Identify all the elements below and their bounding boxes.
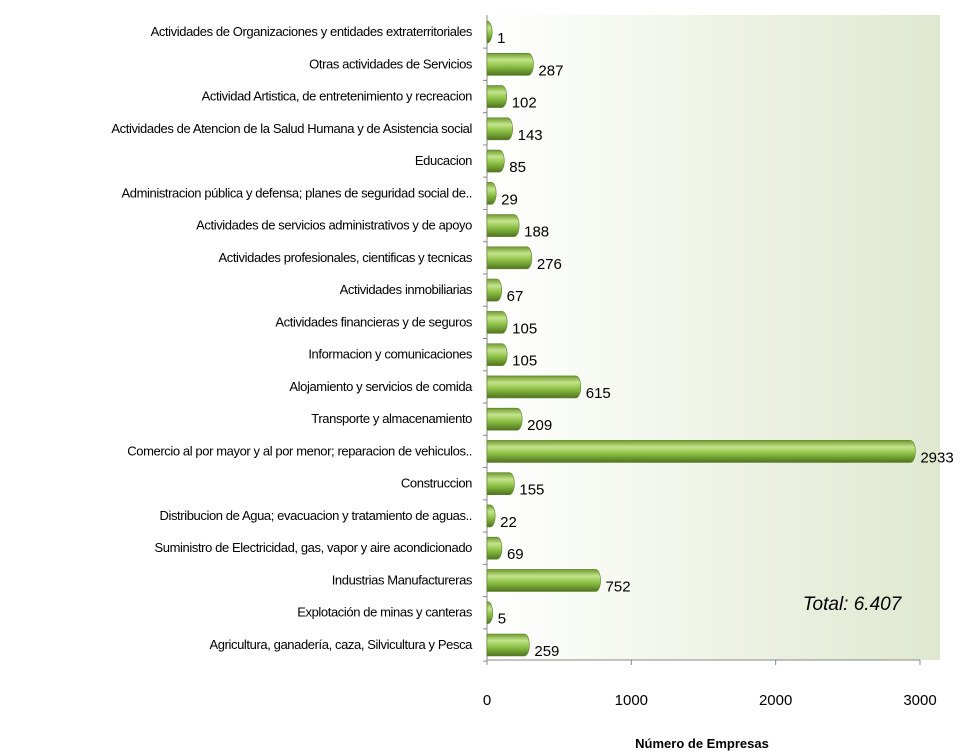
y-tick-label: Actividades financieras y de seguros <box>275 314 473 329</box>
value-label: 1 <box>497 30 505 47</box>
value-label: 209 <box>527 417 552 434</box>
value-label: 287 <box>538 62 563 79</box>
bar <box>486 601 493 625</box>
bar <box>486 472 515 495</box>
plot-area <box>487 15 940 660</box>
value-label: 85 <box>509 159 526 176</box>
bar <box>486 504 496 528</box>
y-tick-label: Agricultura, ganadería, caza, Silvicultu… <box>209 637 473 652</box>
value-label: 22 <box>500 514 517 531</box>
value-label: 105 <box>512 353 537 370</box>
value-label: 105 <box>512 320 537 337</box>
bar <box>486 633 530 657</box>
value-label: 259 <box>534 643 559 660</box>
y-tick-label: Suministro de Electricidad, gas, vapor y… <box>155 540 473 555</box>
value-label: 143 <box>518 127 543 144</box>
bar <box>486 278 502 302</box>
x-axis-title: Número de Empresas <box>635 736 769 751</box>
y-tick-label: Educacion <box>415 153 472 168</box>
bar <box>486 311 508 334</box>
y-tick-label: Distribucion de Agua; evacuacion y trata… <box>159 508 472 523</box>
y-tick-label: Alojamiento y servicios de comida <box>289 379 473 394</box>
y-tick-label: Actividades de Organizaciones y entidade… <box>151 24 473 39</box>
bar <box>486 440 916 463</box>
bar <box>486 52 534 76</box>
bar <box>486 182 497 205</box>
y-tick-label: Comercio al por mayor y al por menor; re… <box>127 443 472 458</box>
bar <box>486 214 520 237</box>
bar <box>486 20 493 44</box>
bar <box>486 375 582 399</box>
value-label: 67 <box>507 288 524 305</box>
y-tick-label: Informacion y comunicaciones <box>308 347 473 362</box>
y-tick-label: Actividades inmobiliarias <box>340 282 473 297</box>
y-tick-label: Administracion pública y defensa; planes… <box>121 185 472 200</box>
value-label: 2933 <box>920 449 953 466</box>
value-label: 752 <box>606 578 631 595</box>
bar <box>486 117 513 141</box>
value-label: 188 <box>524 224 549 241</box>
value-label: 5 <box>498 611 506 628</box>
x-tick-label: 1000 <box>615 692 648 709</box>
value-label: 29 <box>501 191 518 208</box>
bar <box>486 149 505 173</box>
y-tick-label: Actividades profesionales, cientificas y… <box>218 250 472 265</box>
y-tick-label: Actividades de servicios administrativos… <box>196 218 472 233</box>
value-label: 276 <box>537 256 562 273</box>
y-tick-label: Actividades de Atencion de la Salud Huma… <box>111 121 472 136</box>
x-tick-label: 2000 <box>759 692 792 709</box>
bar <box>486 536 503 560</box>
value-label: 69 <box>507 546 524 563</box>
y-tick-label: Construccion <box>401 476 472 491</box>
bar <box>486 85 507 108</box>
x-tick-label: 0 <box>483 692 491 709</box>
y-tick-label: Industrias Manufactureras <box>332 572 473 587</box>
annotation: Total: 6.407 <box>803 594 903 615</box>
bar <box>486 407 523 431</box>
y-tick-label: Otras actividades de Servicios <box>309 56 473 71</box>
x-tick-label: 3000 <box>903 692 936 709</box>
y-tick-label: Transporte y almacenamiento <box>311 411 472 426</box>
value-label: 615 <box>586 385 611 402</box>
bar <box>486 343 508 366</box>
bar <box>486 246 533 270</box>
bar <box>486 569 601 592</box>
y-tick-label: Explotación de minas y canteras <box>297 605 473 620</box>
value-label: 155 <box>519 482 544 499</box>
value-label: 102 <box>512 95 537 112</box>
y-tick-label: Actividad Artistica, de entretenimiento … <box>202 89 473 104</box>
